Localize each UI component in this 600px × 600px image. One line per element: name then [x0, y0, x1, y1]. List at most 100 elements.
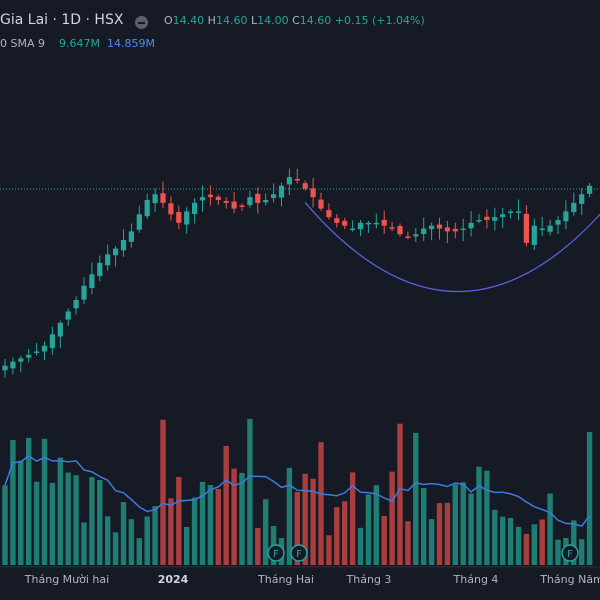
dividend-marker[interactable]: F [290, 544, 308, 562]
candle-body [436, 224, 443, 229]
volume-bar [349, 472, 356, 565]
volume-bar [231, 468, 237, 565]
volume-bar [26, 437, 32, 565]
volume-bar [413, 432, 419, 565]
candle-body [215, 196, 221, 200]
high-value: 14.60 [215, 14, 248, 27]
candle-body [278, 185, 285, 198]
volume-bar [223, 445, 229, 565]
open-label: O [164, 14, 173, 27]
volume-bar [33, 481, 40, 565]
x-tick-label: 2024 [158, 573, 189, 586]
volume-bar [41, 438, 48, 565]
volume-bar [539, 519, 545, 565]
candle-body [136, 214, 142, 230]
candle-body [271, 194, 277, 198]
candle-body [563, 211, 569, 222]
cup-pattern-curve [304, 202, 600, 293]
candle-body [239, 205, 245, 207]
candle-body [81, 285, 87, 300]
candle-body [500, 214, 506, 218]
volume-bar [586, 431, 593, 565]
candle-body [57, 322, 63, 337]
candle-body [444, 227, 450, 232]
symbol-title[interactable]: Gia Lai · 1D · HSX [0, 12, 124, 28]
candle-body [49, 334, 55, 349]
candle-body [476, 220, 482, 222]
candle-body [389, 227, 395, 229]
candle-body [144, 200, 150, 217]
volume-bar [342, 501, 348, 565]
volume-bar [184, 526, 190, 565]
volume-bar [476, 466, 482, 565]
candle-body [152, 194, 158, 204]
candle-body [357, 222, 364, 230]
candle-body [168, 203, 174, 215]
volume-bar [73, 475, 79, 565]
dividend-marker[interactable]: F [267, 544, 285, 562]
candle-body [381, 219, 387, 226]
x-tick-label: Tháng Năm [539, 573, 600, 586]
volume-bar [168, 498, 174, 565]
marker-label: F [567, 549, 573, 560]
volume-bar [405, 521, 411, 565]
volume-bar [507, 517, 514, 565]
volume-bar [381, 515, 387, 565]
candle-body [492, 217, 498, 221]
candle-body [65, 311, 71, 320]
candle-body [302, 183, 308, 189]
candle-body [460, 228, 466, 231]
candle-body [160, 193, 166, 203]
low-value: 14.00 [257, 14, 289, 27]
volume-bar [326, 535, 332, 565]
candle-body [97, 262, 103, 277]
candle-body [41, 345, 48, 352]
market-status-icon [135, 16, 148, 29]
volume-bar [547, 493, 553, 565]
volume-bar [428, 519, 435, 565]
high-label: H [207, 14, 216, 27]
marker-circle [267, 544, 285, 562]
volume-bar [318, 442, 324, 565]
candle-body [579, 194, 585, 204]
volume-bar [460, 482, 466, 565]
marker-label: F [273, 549, 279, 560]
candle-body [128, 231, 134, 242]
candle-body [294, 178, 300, 181]
candle-body [342, 220, 348, 226]
candle-body [120, 240, 127, 251]
candle-body [105, 254, 111, 266]
volume-bar [468, 493, 474, 565]
candle-body [515, 211, 522, 213]
candle-body [405, 236, 411, 238]
volume-sma-line [4, 454, 591, 527]
volume-bar [207, 484, 214, 565]
candle-body [310, 188, 316, 198]
volume-bar [89, 477, 95, 565]
close-label: C [292, 14, 300, 27]
volume-bar [160, 419, 166, 565]
volume-legend: 0 SMA 9 9.647M 14.859M [0, 37, 155, 50]
volume-bar [294, 492, 300, 565]
candle-body [587, 185, 593, 194]
volume-bar [515, 526, 522, 565]
volume-sma-label[interactable]: 0 SMA 9 [0, 37, 45, 50]
dividend-marker[interactable]: F [561, 544, 579, 562]
volume-bar [263, 499, 269, 565]
x-tick-label: Tháng Hai [257, 573, 314, 586]
volume-bar [286, 467, 293, 565]
volume-bar [10, 439, 16, 565]
marker-label: F [296, 549, 302, 560]
volume-bar [65, 472, 71, 565]
candle-body [192, 202, 198, 214]
candle-body [263, 200, 269, 203]
volume-bar [421, 487, 427, 565]
change-value: +0.15 (+1.04%) [334, 14, 425, 27]
volume-bar [239, 472, 245, 565]
volume-bar [389, 471, 395, 565]
volume-bar [255, 527, 261, 565]
marker-circle [290, 544, 308, 562]
candle-body [113, 248, 119, 256]
volume-bar [215, 489, 221, 565]
